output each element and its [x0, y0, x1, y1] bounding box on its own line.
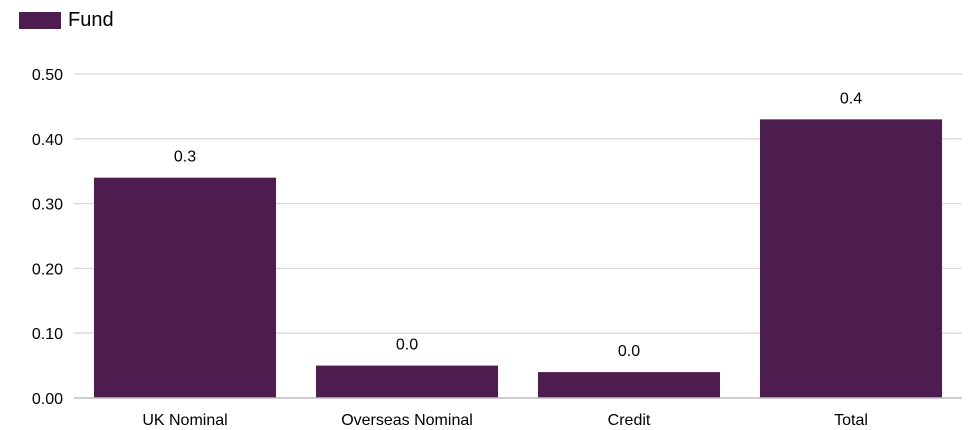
data-label: 0.3 — [174, 149, 196, 166]
y-tick-label: 0.20 — [32, 261, 63, 278]
bar — [93, 177, 277, 398]
legend-swatch — [19, 11, 61, 29]
x-axis-labels: UK Nominal Overseas Nominal Credit Total — [142, 412, 868, 429]
bar — [315, 365, 499, 398]
bar — [759, 119, 943, 399]
bar — [537, 372, 721, 398]
x-tick-label: UK Nominal — [142, 412, 227, 429]
legend: Fund — [19, 9, 114, 31]
y-tick-label: 0.30 — [32, 197, 63, 214]
y-axis-ticks: 0.00 0.10 0.20 0.30 0.40 0.50 — [32, 67, 63, 408]
y-tick-label: 0.40 — [32, 132, 63, 149]
legend-label: Fund — [68, 9, 114, 31]
data-label: 0.4 — [840, 90, 862, 107]
y-tick-label: 0.10 — [32, 326, 63, 343]
data-labels: 0.3 0.0 0.0 0.4 — [174, 90, 862, 360]
y-tick-label: 0.50 — [32, 67, 63, 84]
x-tick-label: Overseas Nominal — [341, 412, 473, 429]
x-tick-label: Total — [834, 412, 868, 429]
x-tick-label: Credit — [608, 412, 651, 429]
y-tick-label: 0.00 — [32, 391, 63, 408]
bars — [93, 119, 943, 399]
data-label: 0.0 — [618, 343, 640, 360]
data-label: 0.0 — [396, 337, 418, 354]
